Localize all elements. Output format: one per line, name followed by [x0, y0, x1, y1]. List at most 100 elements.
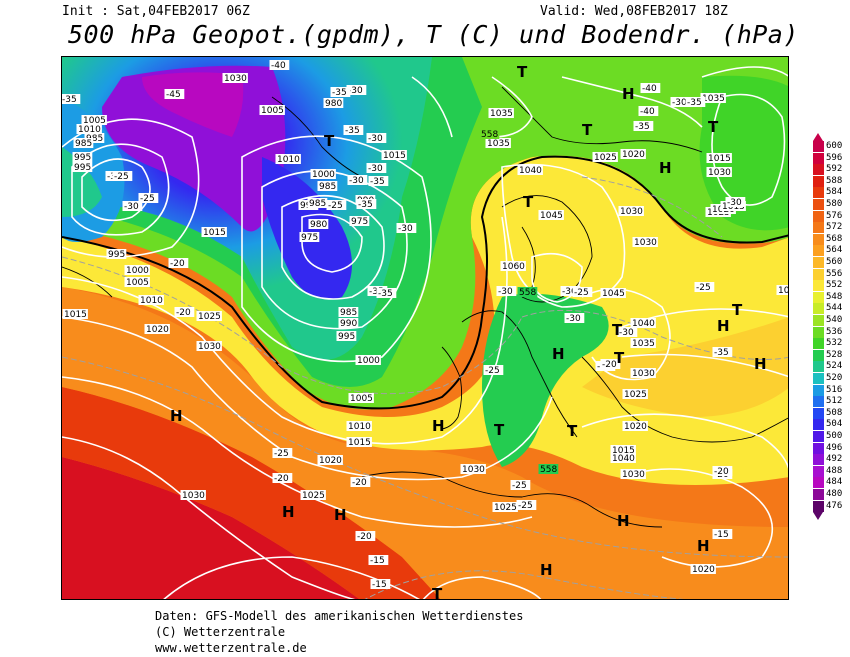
- temperature-label: -30: [122, 201, 143, 212]
- temperature-label-text: -15: [714, 530, 729, 540]
- isobar-label: 1025: [776, 285, 788, 296]
- high-pressure-marker: H: [282, 503, 295, 521]
- isobar-label-text: 1010: [78, 125, 101, 135]
- temperature-label-bg: [168, 258, 189, 268]
- isobar-label: 985: [307, 198, 328, 209]
- isobar-label: 985: [73, 138, 94, 149]
- isobar-label: 1010: [275, 154, 301, 165]
- high-pressure-marker-text: H: [622, 85, 635, 103]
- isobar-label: 1015: [610, 445, 636, 456]
- isobar-label-text: 1015: [612, 446, 635, 456]
- isobar-label: 1045: [600, 288, 626, 299]
- isobar-label: 1025: [592, 152, 618, 163]
- weather-map[interactable]: 1030100510101000995985980100510109859859…: [61, 56, 789, 600]
- isobar-label: 1030: [196, 341, 222, 352]
- temperature-label: -30: [564, 313, 585, 324]
- isobar-label-bg: [317, 455, 343, 465]
- scale-entry: 564: [812, 245, 850, 257]
- isobar-label-bg: [138, 295, 164, 305]
- temperature-label-bg: [396, 223, 417, 233]
- scale-entry: 536: [812, 326, 850, 338]
- temperature-label-text: -25: [274, 449, 289, 459]
- isobar-label-bg: [124, 277, 150, 287]
- isobar-label-bg: [62, 309, 88, 319]
- scale-label: 540: [826, 315, 843, 325]
- init-time: Init : Sat,04FEB2017 06Z: [62, 4, 250, 19]
- scale-swatch: [813, 477, 824, 489]
- low-pressure-marker: T: [732, 301, 743, 319]
- temperature-label-text: -20: [357, 532, 372, 542]
- temperature-label-text: -35: [635, 122, 650, 132]
- temperature-label-text: -35: [370, 177, 385, 187]
- temperature-label-bg: [712, 466, 733, 476]
- temperature-label: -30: [560, 286, 581, 297]
- isobar-label: 1040: [630, 318, 656, 329]
- isobar-label: 1040: [517, 165, 543, 176]
- low-pressure-marker: T: [612, 321, 623, 339]
- isobar-label: 1030: [618, 206, 644, 217]
- temperature-label: -35: [330, 87, 351, 98]
- scale-swatch: [813, 257, 824, 268]
- temperature-label: -30: [670, 97, 691, 108]
- isobar-label-text: 1030: [632, 369, 655, 379]
- isobar-label: 1045: [538, 210, 564, 221]
- temperature-label-bg: [564, 313, 585, 323]
- temperature-label-text: -20: [352, 478, 367, 488]
- scale-entry: 532: [812, 338, 850, 350]
- temperature-label-text: -30: [398, 224, 413, 234]
- temperature-label-text: -25: [696, 283, 711, 293]
- isobar-label-text: 1035: [632, 339, 655, 349]
- scale-swatch: [813, 419, 824, 431]
- isobar-label: 985: [317, 181, 338, 192]
- temp-isolines: [62, 176, 788, 599]
- isobar-label-bg: [346, 437, 372, 447]
- isobar-label-text: 980: [325, 99, 342, 109]
- low-pressure-marker-text: T: [517, 63, 528, 81]
- isobar-label-text: 1015: [203, 228, 226, 238]
- isobar-label: 1015: [201, 227, 227, 238]
- isobar-label: 1025: [622, 389, 648, 400]
- scale-entry: 528: [812, 349, 850, 361]
- fill-red: [62, 387, 441, 599]
- isobar-label: 990: [338, 318, 359, 329]
- high-pressure-marker-text: H: [659, 159, 672, 177]
- website-link[interactable]: www.wetterzentrale.de: [155, 641, 307, 655]
- isobar-label: 1000: [355, 355, 381, 366]
- high-pressure-marker-text: H: [697, 537, 710, 555]
- isobar-label-bg: [310, 169, 336, 179]
- temperature-label-text: -30: [498, 287, 513, 297]
- scale-entry: 552: [812, 280, 850, 292]
- scale-label: 504: [826, 419, 843, 430]
- scale-swatch: [813, 431, 824, 442]
- temperature-label-text: -35: [62, 95, 77, 105]
- isobar-label: 995: [106, 249, 127, 260]
- isobar-label-bg: [259, 105, 285, 115]
- high-pressure-marker: H: [170, 407, 183, 425]
- high-pressure-marker-text: H: [282, 503, 295, 521]
- temperature-label-bg: [685, 97, 706, 107]
- temperature-label-text: -20: [170, 259, 185, 269]
- scale-entry: 572: [812, 222, 850, 234]
- temperature-label: -25: [483, 365, 504, 376]
- isobar-label: 1035: [485, 138, 511, 149]
- scale-swatch: [813, 454, 824, 466]
- temperature-label-bg: [712, 529, 733, 539]
- isobar-label-text: 1015: [348, 438, 371, 448]
- color-scale: 600 596 592 588 584 580 576 572 568 564 560 556 552 5…: [812, 133, 850, 525]
- scale-entry: 520: [812, 373, 850, 384]
- fill-magenta: [142, 72, 244, 137]
- scale-swatch: [813, 152, 824, 164]
- isobar-label-bg: [500, 261, 526, 271]
- isobar-label-bg: [706, 167, 732, 177]
- temperature-label-text: -30: [124, 202, 139, 212]
- temperature-label-text: -20: [602, 360, 617, 370]
- scale-label: 556: [826, 268, 843, 279]
- temperature-label-bg: [510, 480, 531, 490]
- temperature-label-text: -30: [727, 198, 742, 208]
- high-pressure-marker: H: [659, 159, 672, 177]
- isobar-label-text: 995: [74, 163, 91, 173]
- isobar-label: 1030: [632, 237, 658, 248]
- temperature-label: -30: [366, 133, 387, 144]
- temperature-label-bg: [346, 85, 367, 95]
